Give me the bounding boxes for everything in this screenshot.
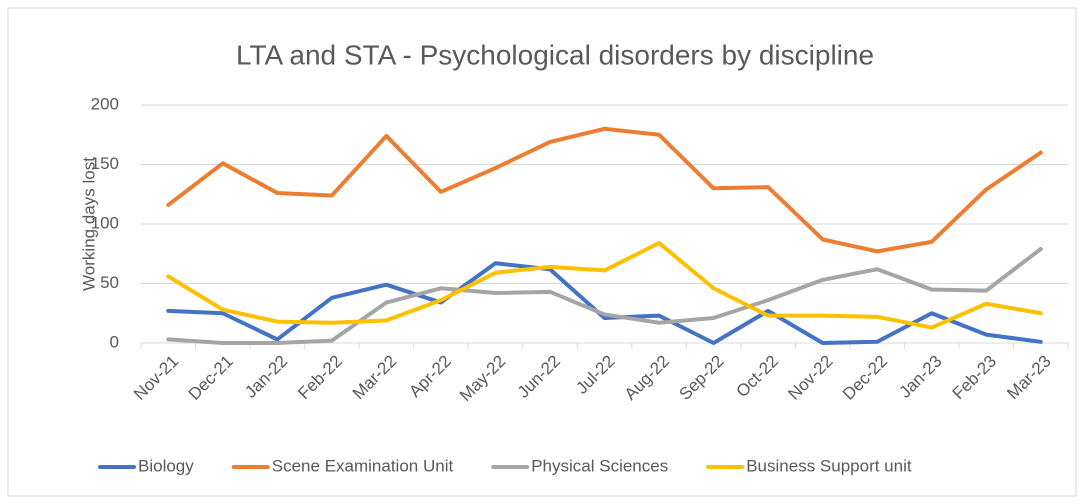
- legend-label: Business Support unit: [746, 456, 912, 475]
- legend-label: Biology: [138, 456, 194, 475]
- series-line: [166, 126, 1043, 254]
- y-tick-label: 0: [110, 332, 119, 351]
- series-line: [166, 246, 1043, 345]
- y-tick-label: 200: [91, 94, 119, 113]
- legend-label: Scene Examination Unit: [272, 456, 454, 475]
- y-axis-label: Working days lost: [79, 157, 98, 291]
- y-tick-label: 100: [91, 213, 119, 232]
- legend-label: Physical Sciences: [531, 456, 668, 475]
- series-line: [166, 241, 1043, 330]
- series-line: [166, 261, 1043, 345]
- chart-frame: [7, 7, 1077, 497]
- y-tick-label: 50: [100, 273, 119, 292]
- y-tick-label: 150: [91, 154, 119, 173]
- chart-title: LTA and STA - Psychological disorders by…: [236, 39, 874, 70]
